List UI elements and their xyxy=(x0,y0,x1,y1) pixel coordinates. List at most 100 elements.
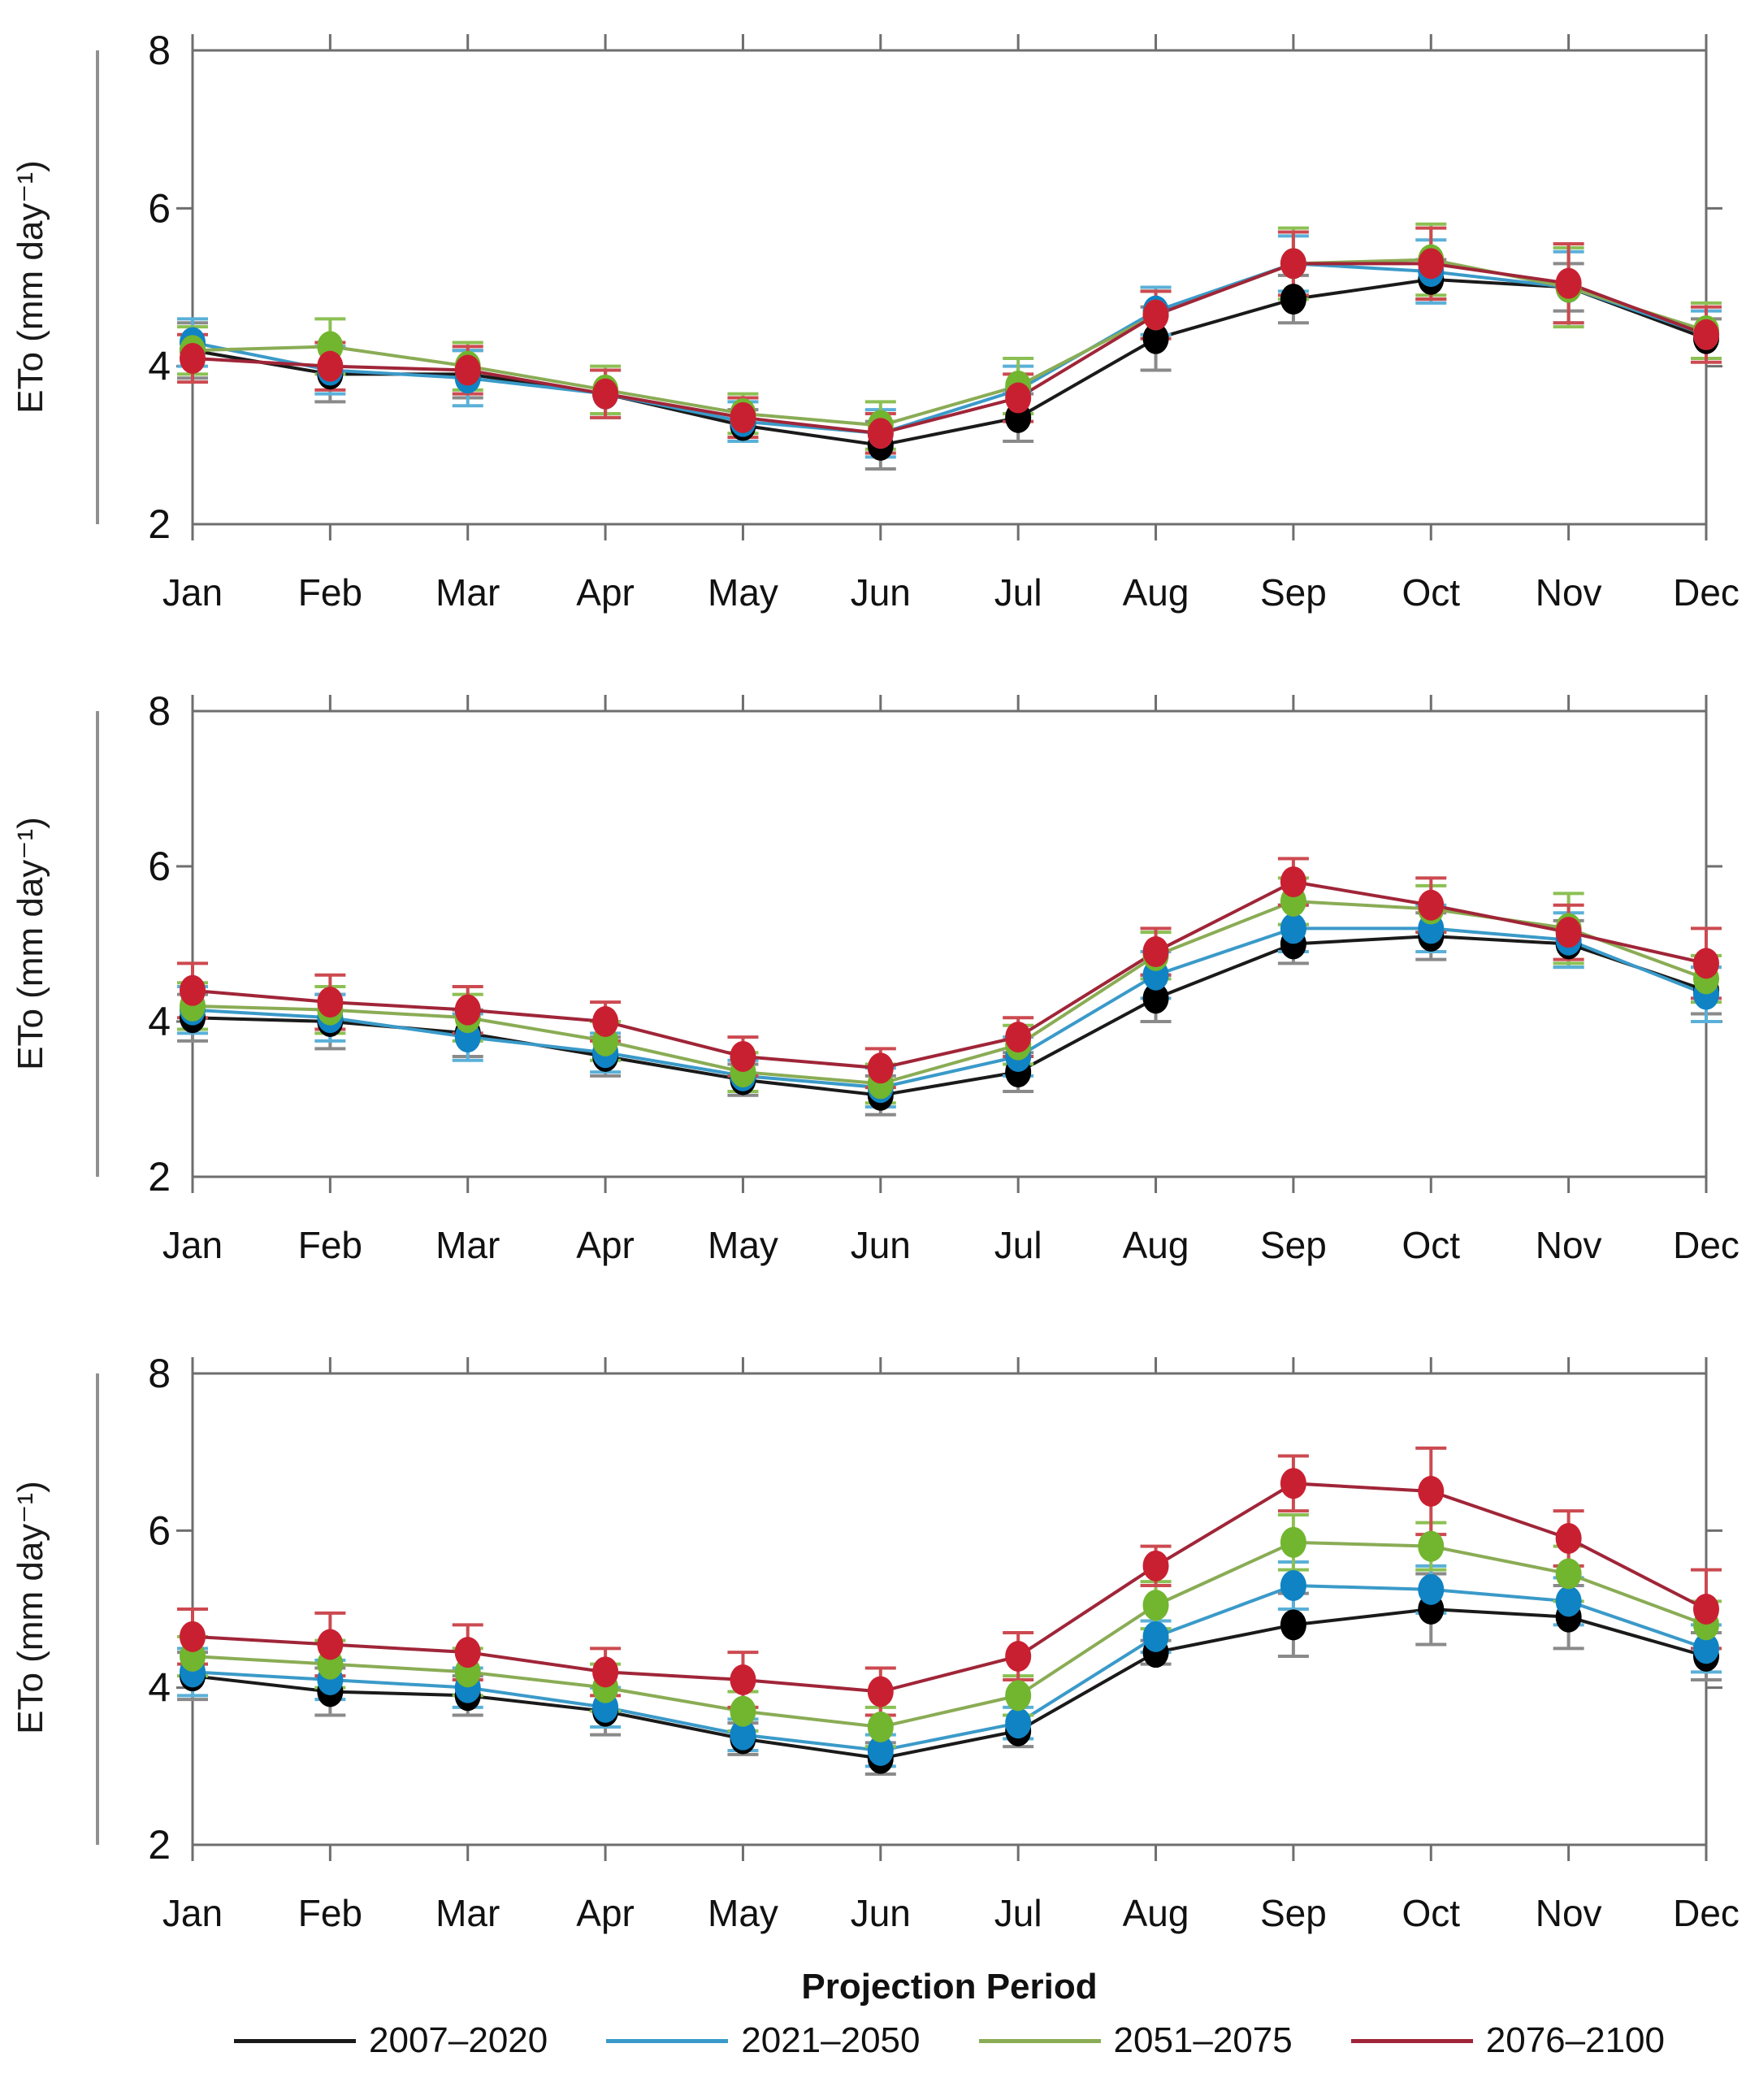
data-point xyxy=(1280,1468,1306,1499)
y-axis-title: ETo (mm day⁻¹) xyxy=(11,817,50,1070)
y-axis-title: ETo (mm day⁻¹) xyxy=(11,1481,50,1734)
x-tick-label: Apr xyxy=(576,1224,635,1266)
x-tick-label: Jan xyxy=(162,571,223,614)
data-point xyxy=(592,378,619,410)
data-point xyxy=(180,974,206,1006)
data-point xyxy=(1005,1707,1032,1739)
y-tick-label: 2 xyxy=(148,1822,171,1868)
data-point xyxy=(1418,1530,1445,1562)
data-point xyxy=(317,350,344,382)
x-tick-label: Jul xyxy=(994,571,1042,614)
x-tick-label: Oct xyxy=(1402,1892,1460,1934)
data-point xyxy=(592,1006,619,1037)
legend-title: Projection Period xyxy=(801,1967,1098,2007)
x-tick-label: Nov xyxy=(1536,1224,1602,1266)
data-point xyxy=(730,1664,756,1695)
series-line xyxy=(192,277,1707,447)
x-tick-label: Mar xyxy=(435,1224,500,1266)
x-tick-label: Dec xyxy=(1673,571,1740,614)
y-tick-label: 2 xyxy=(148,1154,171,1200)
data-point xyxy=(867,1712,894,1742)
data-point xyxy=(867,1052,894,1084)
data-point xyxy=(1142,983,1169,1014)
y-tick-label: 4 xyxy=(148,1665,171,1711)
series-line xyxy=(192,262,1707,436)
series-2051-2075 xyxy=(177,876,1722,1105)
data-point xyxy=(1555,1523,1582,1554)
data-point xyxy=(1555,1558,1582,1590)
panel-top: Jan Feb Mar Apr May Jun Jul Aug Sep Oct Nov Dec 2 4 6 8 xyxy=(96,28,1740,614)
plot-box xyxy=(191,1372,1708,1846)
data-point xyxy=(1555,1586,1582,1617)
x-tick-label: Aug xyxy=(1123,571,1189,614)
series-2051-2075 xyxy=(177,1513,1722,1749)
x-tick-label: Sep xyxy=(1260,1224,1327,1266)
data-point xyxy=(1280,866,1306,898)
legend-item-label: 2076–2100 xyxy=(1485,2020,1665,2060)
legend-line-swatch xyxy=(234,2038,356,2043)
data-point xyxy=(1418,248,1445,280)
x-tick-label: Nov xyxy=(1536,571,1602,614)
data-point xyxy=(1005,1641,1032,1672)
plot-box xyxy=(191,49,1708,526)
x-tick-label: Oct xyxy=(1402,1224,1460,1266)
data-point xyxy=(1693,1594,1719,1625)
series-markers-2076-2100 xyxy=(180,866,1719,1084)
x-tick-label: Feb xyxy=(298,571,362,614)
series-line xyxy=(192,1607,1707,1760)
data-point xyxy=(1280,1570,1306,1601)
legend-item-2051-2075: 2051–2075 xyxy=(978,2020,1293,2061)
data-point xyxy=(1280,284,1306,315)
y-tick-label: 6 xyxy=(148,1508,171,1553)
data-point xyxy=(1005,382,1032,414)
data-point xyxy=(1280,913,1306,944)
x-tick-label: Jan xyxy=(162,1224,223,1266)
series-2007-2020 xyxy=(177,258,1722,471)
data-point xyxy=(1418,1573,1445,1605)
legend-line-swatch xyxy=(1350,2038,1473,2043)
x-tick-label: May xyxy=(708,1224,778,1266)
x-tick-label: Aug xyxy=(1123,1892,1189,1934)
series-line xyxy=(192,258,1707,427)
series-line xyxy=(192,1583,1707,1753)
x-tick-label: Mar xyxy=(435,1892,500,1934)
data-point xyxy=(1280,1526,1306,1558)
series-2076-2100 xyxy=(177,226,1722,455)
x-tick-label: Jun xyxy=(851,1224,911,1266)
x-tick-label: Jul xyxy=(994,1892,1042,1934)
panel-middle: Jan Feb Mar Apr May Jun Jul Aug Sep Oct Nov Dec 2 4 6 8 xyxy=(96,688,1740,1266)
data-point xyxy=(1693,319,1719,350)
data-point xyxy=(730,1040,756,1072)
series-line xyxy=(192,262,1707,436)
x-tick-label: Dec xyxy=(1673,1224,1740,1266)
data-point xyxy=(1418,1476,1445,1507)
data-point xyxy=(1142,1621,1169,1652)
data-point xyxy=(867,1676,894,1707)
x-tick-label: Oct xyxy=(1402,571,1460,614)
x-tick-label: Jul xyxy=(994,1224,1042,1266)
data-point xyxy=(317,1629,344,1660)
x-tick-label: Apr xyxy=(576,1892,635,1934)
y-tick-label: 8 xyxy=(148,688,171,734)
x-tick-label: Feb xyxy=(298,1224,362,1266)
data-point xyxy=(592,1656,619,1688)
data-point xyxy=(1555,267,1582,299)
x-tick-label: May xyxy=(708,1892,778,1934)
y-tick-label: 8 xyxy=(148,28,171,73)
x-tick-label: Aug xyxy=(1123,1224,1189,1266)
x-tick-label: Sep xyxy=(1260,571,1327,614)
legend-item-2021-2050: 2021–2050 xyxy=(606,2020,921,2061)
series-2076-2100 xyxy=(177,857,1722,1090)
y-tick-label: 4 xyxy=(148,344,171,389)
data-point xyxy=(180,1621,206,1652)
legend-item-2007-2020: 2007–2020 xyxy=(234,2020,548,2061)
series-line xyxy=(192,934,1707,1097)
legend-item-label: 2007–2020 xyxy=(369,2020,548,2060)
y-axis-title: ETo (mm day⁻¹) xyxy=(11,160,50,414)
y-tick-label: 2 xyxy=(148,501,171,547)
data-point xyxy=(730,1719,756,1751)
y-tick-label: 6 xyxy=(148,185,171,231)
legend-item-label: 2021–2050 xyxy=(741,2020,921,2060)
